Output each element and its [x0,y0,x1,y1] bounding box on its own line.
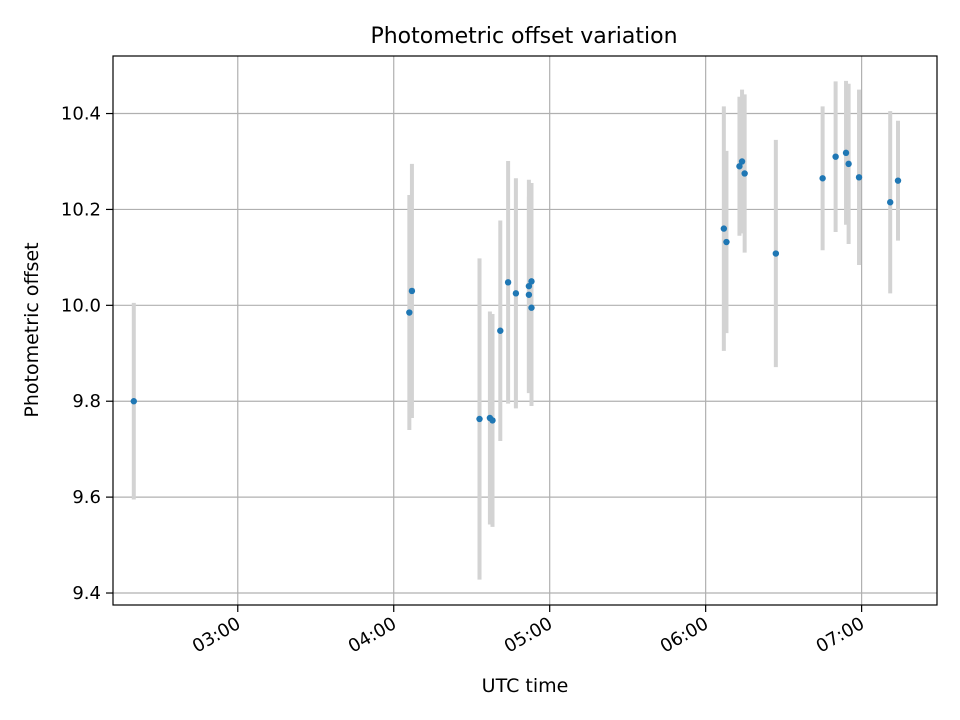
data-point [528,304,535,311]
data-point [528,278,535,285]
y-tick-label: 9.6 [72,487,101,508]
data-point [504,279,512,286]
data-point [406,309,413,316]
y-tick-label: 10.4 [61,104,101,125]
chart-title: Photometric offset variation [370,24,677,49]
y-tick-label: 10.2 [61,199,101,220]
data-point [408,287,416,295]
data-point [845,160,852,168]
data-point [525,291,533,298]
data-point [842,149,850,157]
y-tick-label: 10.0 [61,295,101,316]
data-point [741,170,748,177]
data-point [512,290,520,297]
y-tick-label: 9.4 [72,583,101,604]
data-point [887,199,894,206]
data-point [819,175,826,182]
data-point [894,177,902,184]
data-point [736,163,743,170]
data-point [525,282,533,290]
y-axis-label: Photometric offset [21,242,43,417]
y-tick-label: 9.8 [72,391,101,412]
data-point [772,250,780,257]
data-point [497,327,504,334]
data-point [476,415,483,423]
data-point [832,153,839,160]
plot-frame [112,55,938,606]
grid-lines [113,56,937,605]
x-axis-label: UTC time [482,675,569,697]
data-point [720,225,728,232]
data-point [130,398,137,405]
data-point [723,238,730,246]
data-point [489,417,496,424]
data-point [738,158,746,165]
data-point [855,174,863,181]
data-points [130,149,902,424]
